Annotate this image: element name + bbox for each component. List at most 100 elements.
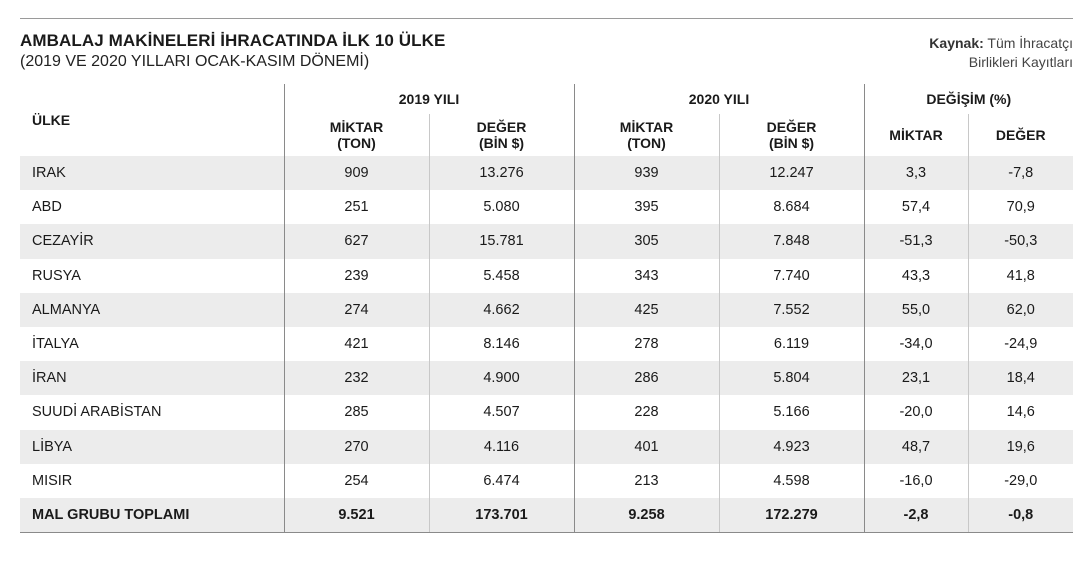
total-label: MAL GRUBU TOPLAMI: [20, 497, 284, 534]
source-line2: Birlikleri Kayıtları: [968, 54, 1073, 70]
col-header-miktar-2020: MİKTAR (TON): [573, 114, 719, 156]
total-row: MAL GRUBU TOPLAMI 9.521 173.701 9.258 17…: [20, 497, 1073, 534]
row-miktar-2019: 627: [283, 224, 429, 259]
row-change-miktar: -34,0: [863, 326, 968, 362]
table-subtitle: (2019 VE 2020 YILLARI OCAK-KASIM DÖNEMİ): [20, 53, 370, 70]
row-miktar-2019: 274: [283, 292, 429, 327]
row-change-miktar: 48,7: [863, 429, 968, 464]
row-country: IRAK: [20, 156, 284, 191]
row-change-deger: 19,6: [967, 429, 1073, 464]
row-change-miktar: 55,0: [863, 292, 968, 327]
row-miktar-2020: 343: [573, 258, 719, 293]
row-change-miktar: -20,0: [863, 395, 968, 430]
header-row-years: ÜLKE 2019 YILI 2020 YILI DEĞİŞİM (%): [20, 84, 1073, 128]
row-deger-2020: 7.848: [718, 224, 864, 259]
row-deger-2019: 4.662: [428, 292, 574, 327]
total-change-deger: -0,8: [967, 497, 1073, 534]
table-row: IRAK 909 13.276 939 12.247 3,3 -7,8: [20, 156, 1073, 191]
top-rule: [20, 18, 1073, 19]
col-header-change-deger: DEĞER: [967, 114, 1073, 156]
row-deger-2020: 4.923: [718, 429, 864, 464]
table-row: ALMANYA 274 4.662 425 7.552 55,0 62,0: [20, 292, 1073, 327]
source-note: Kaynak: Tüm İhracatçı Birlikleri Kayıtla…: [929, 34, 1073, 72]
table-row: SUUDİ ARABİSTAN 285 4.507 228 5.166 -20,0 14,6: [20, 395, 1073, 430]
row-deger-2020: 5.166: [718, 395, 864, 430]
col-header-2019: 2019 YILI: [283, 84, 574, 114]
row-miktar-2020: 286: [573, 361, 719, 396]
row-change-miktar: 23,1: [863, 361, 968, 396]
col-header-country: ÜLKE: [32, 112, 71, 128]
row-country: İRAN: [20, 361, 284, 396]
row-change-miktar: 43,3: [863, 258, 968, 293]
table-row: MISIR 254 6.474 213 4.598 -16,0 -29,0: [20, 463, 1073, 498]
row-change-deger: 14,6: [967, 395, 1073, 430]
row-country: CEZAYİR: [20, 224, 284, 259]
total-change-miktar: -2,8: [863, 497, 968, 534]
col-header-deger-2019: DEĞER (BİN $): [428, 114, 574, 156]
row-country: RUSYA: [32, 267, 81, 284]
row-miktar-2019: 421: [283, 326, 429, 362]
header-row-metrics: MİKTAR (TON) DEĞER (BİN $) MİKTAR (TON) DEĞ…: [20, 114, 1073, 156]
row-deger-2020: 12.247: [718, 156, 864, 191]
row-change-deger: -7,8: [967, 156, 1073, 191]
row-deger-2019: 4.507: [428, 395, 574, 430]
total-deger-2020: 172.279: [718, 497, 864, 534]
col-header-deger-2020: DEĞER (BİN $): [718, 114, 864, 156]
table-row: ABD 251 5.080 395 8.684 57,4 70,9: [20, 190, 1073, 225]
row-deger-2020: 7.552: [718, 292, 864, 327]
row-change-miktar: -16,0: [863, 463, 968, 498]
row-miktar-2020: 395: [573, 190, 719, 225]
row-miktar-2019: 251: [283, 190, 429, 225]
row-deger-2019: 4.116: [428, 429, 574, 464]
row-deger-2020: 4.598: [718, 463, 864, 498]
row-miktar-2020: 305: [573, 224, 719, 259]
row-deger-2019: 8.146: [428, 326, 574, 362]
source-label: Kaynak:: [929, 35, 984, 51]
row-miktar-2019: 909: [283, 156, 429, 191]
total-miktar-2020: 9.258: [573, 497, 719, 534]
row-change-deger: 18,4: [967, 361, 1073, 396]
row-miktar-2019: 285: [283, 395, 429, 430]
total-miktar-2019: 9.521: [283, 497, 429, 534]
row-deger-2020: 8.684: [718, 190, 864, 225]
row-miktar-2019: 239: [283, 258, 429, 293]
row-change-deger: -24,9: [967, 326, 1073, 362]
row-country: LİBYA: [20, 429, 284, 464]
row-miktar-2020: 213: [573, 463, 719, 498]
row-miktar-2019: 232: [283, 361, 429, 396]
source-line1: Tüm İhracatçı: [987, 35, 1073, 51]
row-country: SUUDİ ARABİSTAN: [32, 404, 162, 421]
col-header-miktar-2019: MİKTAR (TON): [283, 114, 429, 156]
row-change-deger: -50,3: [967, 224, 1073, 259]
table-row: LİBYA 270 4.116 401 4.923 48,7 19,6: [20, 429, 1073, 464]
row-deger-2020: 5.804: [718, 361, 864, 396]
row-miktar-2020: 228: [573, 395, 719, 430]
row-change-miktar: 57,4: [863, 190, 968, 225]
table-row: İRAN 232 4.900 286 5.804 23,1 18,4: [20, 361, 1073, 396]
row-miktar-2020: 425: [573, 292, 719, 327]
row-change-miktar: -51,3: [863, 224, 968, 259]
col-header-2020: 2020 YILI: [573, 84, 864, 114]
row-change-deger: 70,9: [967, 190, 1073, 225]
table-row: CEZAYİR 627 15.781 305 7.848 -51,3 -50,3: [20, 224, 1073, 259]
row-miktar-2019: 254: [283, 463, 429, 498]
row-change-miktar: 3,3: [863, 156, 968, 191]
total-deger-2019: 173.701: [428, 497, 574, 534]
row-deger-2019: 15.781: [428, 224, 574, 259]
table-title: AMBALAJ MAKİNELERİ İHRACATINDA İLK 10 ÜL…: [20, 31, 446, 50]
row-deger-2020: 7.740: [718, 258, 864, 293]
row-deger-2019: 4.900: [428, 361, 574, 396]
row-country: İTALYA: [32, 336, 79, 353]
row-country: ABD: [32, 199, 62, 216]
row-deger-2019: 6.474: [428, 463, 574, 498]
row-miktar-2020: 278: [573, 326, 719, 362]
export-table: ÜLKE 2019 YILI 2020 YILI DEĞİŞİM (%) MİK…: [20, 84, 1073, 534]
row-change-deger: 62,0: [967, 292, 1073, 327]
row-miktar-2019: 270: [283, 429, 429, 464]
row-deger-2020: 6.119: [718, 326, 864, 362]
table-row: İTALYA 421 8.146 278 6.119 -34,0 -24,9: [20, 326, 1073, 362]
row-miktar-2020: 401: [573, 429, 719, 464]
row-deger-2019: 5.458: [428, 258, 574, 293]
col-header-change: DEĞİŞİM (%): [863, 84, 1073, 114]
row-country: ALMANYA: [20, 292, 284, 327]
